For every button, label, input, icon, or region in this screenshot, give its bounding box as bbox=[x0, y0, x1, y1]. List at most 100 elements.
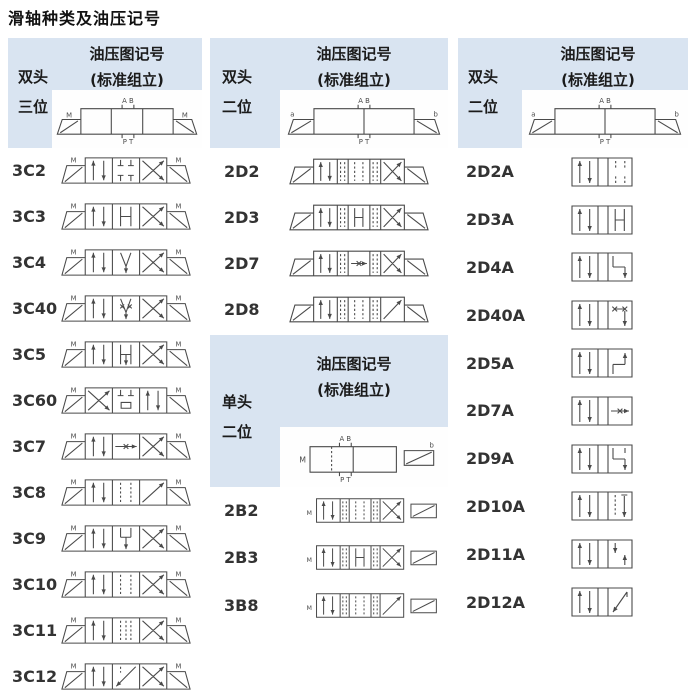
valve-code: 2D10A bbox=[466, 496, 526, 516]
svg-text:M: M bbox=[299, 455, 306, 464]
valve-code: 3B8 bbox=[224, 595, 259, 615]
valve-row: 2D40A bbox=[458, 291, 688, 339]
col2-double-label-line1: 双头 bbox=[222, 68, 253, 86]
svg-text:M: M bbox=[71, 387, 77, 395]
svg-text:P T: P T bbox=[123, 138, 134, 146]
svg-text:M: M bbox=[175, 433, 181, 441]
valve-code: 2D3A bbox=[466, 210, 514, 230]
svg-text:P T: P T bbox=[340, 476, 351, 484]
valve-row: 3C12 M M bbox=[8, 653, 202, 699]
svg-text:M: M bbox=[175, 570, 181, 578]
valve-code: 2D2A bbox=[466, 162, 514, 182]
valve-row: 2D11A bbox=[458, 530, 688, 578]
valve-row: 3C2 M M bbox=[8, 148, 202, 194]
valve-code: 3C7 bbox=[12, 436, 47, 456]
valve-code: 3C9 bbox=[12, 528, 47, 548]
valve-symbol-2d40a bbox=[571, 300, 633, 330]
valve-symbol-2d4a bbox=[571, 252, 633, 283]
col3-symbol-title: 油压图记号 bbox=[560, 45, 636, 63]
svg-text:M: M bbox=[71, 249, 77, 257]
svg-text:M: M bbox=[66, 111, 72, 119]
valve-symbol-2d8 bbox=[289, 296, 429, 323]
valve-row: 3C7 M M bbox=[8, 424, 202, 470]
valve-code: 2D2 bbox=[224, 161, 260, 181]
valve-row: 2D5A bbox=[458, 339, 688, 387]
col2-double-label-line2: 二位 bbox=[222, 98, 253, 116]
valve-code: 2D11A bbox=[466, 544, 526, 564]
valve-row: 3C3 M M bbox=[8, 194, 202, 240]
svg-text:M: M bbox=[175, 249, 181, 257]
valve-row: 2D2 bbox=[210, 148, 448, 194]
valve-row: 3C11 M M bbox=[8, 607, 202, 653]
master-symbol-col1: M M A B P T bbox=[56, 96, 198, 146]
svg-text:M: M bbox=[175, 616, 181, 624]
valve-row: 2D3 bbox=[210, 194, 448, 240]
valve-code: 3C8 bbox=[12, 482, 47, 502]
svg-text:P T: P T bbox=[600, 138, 611, 146]
master-panel-col2-single: M A B P T b bbox=[280, 427, 448, 487]
col2-symbol-subtitle: (标准组立) bbox=[317, 71, 391, 89]
svg-text:M: M bbox=[71, 295, 77, 303]
header-col3: 油压图记号 (标准组立) 双头 二位 a b A B P T bbox=[458, 38, 688, 148]
valve-code: 2D9A bbox=[466, 449, 514, 469]
valve-row: 3B8 M bbox=[210, 582, 448, 629]
col3-group-label-line1: 双头 bbox=[468, 68, 499, 86]
svg-text:a: a bbox=[531, 110, 535, 118]
valve-symbol-2d9a bbox=[571, 444, 633, 474]
svg-text:A B: A B bbox=[340, 434, 352, 442]
col2-single-label-line2: 二位 bbox=[222, 423, 253, 441]
valve-row: 3C5 M M bbox=[8, 332, 202, 378]
col2-single-symbol-title: 油压图记号 bbox=[316, 355, 392, 373]
valve-row: 2B2 M bbox=[210, 487, 448, 534]
valve-symbol-2b2: M bbox=[307, 498, 437, 523]
valve-row: 2D2A bbox=[458, 148, 688, 196]
valve-row: 2D3A bbox=[458, 196, 688, 244]
valve-symbol-2d5a bbox=[571, 348, 633, 378]
svg-text:M: M bbox=[175, 387, 181, 395]
valve-row: 2D12A bbox=[458, 578, 688, 626]
valve-code: 3C5 bbox=[12, 345, 47, 365]
valve-symbol-2d2 bbox=[289, 158, 429, 185]
col1-group-label-line1: 双头 bbox=[18, 68, 49, 86]
svg-text:M: M bbox=[307, 510, 312, 517]
svg-text:P T: P T bbox=[359, 138, 370, 146]
valve-symbol-2d3a bbox=[571, 205, 633, 235]
col2-single-group-label: 单头 二位 bbox=[222, 387, 252, 447]
rows-col3: 2D2A 2D3A 2D4A 2D40A 2D5A 2D7A 2D9A 2D10A 2D11A 2… bbox=[458, 148, 688, 626]
header-col1: 油压图记号 (标准组立) 双头 三位 M M A B P T bbox=[8, 38, 202, 148]
master-panel-col1: M M A B P T bbox=[52, 90, 202, 148]
valve-code: 3C4 bbox=[12, 253, 47, 273]
valve-row: 2D8 bbox=[210, 286, 448, 332]
col3-group-label-line2: 二位 bbox=[468, 98, 499, 116]
svg-text:M: M bbox=[71, 157, 77, 165]
valve-code: 3C3 bbox=[12, 207, 47, 227]
valve-code: 2D7A bbox=[466, 401, 514, 421]
master-symbol-col3: a b A B P T bbox=[528, 96, 682, 146]
svg-text:b: b bbox=[430, 441, 434, 449]
valve-code: 2D5A bbox=[466, 353, 514, 373]
valve-row: 3C9 M M bbox=[8, 515, 202, 561]
svg-text:A B: A B bbox=[122, 96, 134, 104]
valve-code: 2D40A bbox=[466, 305, 526, 325]
valve-row: 2D9A bbox=[458, 435, 688, 483]
valve-code: 3C40 bbox=[12, 299, 58, 319]
valve-symbol-2d7 bbox=[289, 250, 429, 277]
valve-code: 3C10 bbox=[12, 574, 58, 594]
svg-text:M: M bbox=[71, 662, 77, 670]
valve-code: 2D4A bbox=[466, 257, 514, 277]
page-title: 滑轴种类及油压记号 bbox=[8, 9, 162, 28]
svg-text:M: M bbox=[71, 479, 77, 487]
valve-row: 3C8 M M bbox=[8, 469, 202, 515]
svg-text:M: M bbox=[71, 570, 77, 578]
valve-code: 2D8 bbox=[224, 299, 260, 319]
col2-double-group-label: 双头 二位 bbox=[222, 62, 252, 122]
col3-symbol-subtitle: (标准组立) bbox=[561, 71, 635, 89]
svg-text:M: M bbox=[307, 558, 312, 565]
